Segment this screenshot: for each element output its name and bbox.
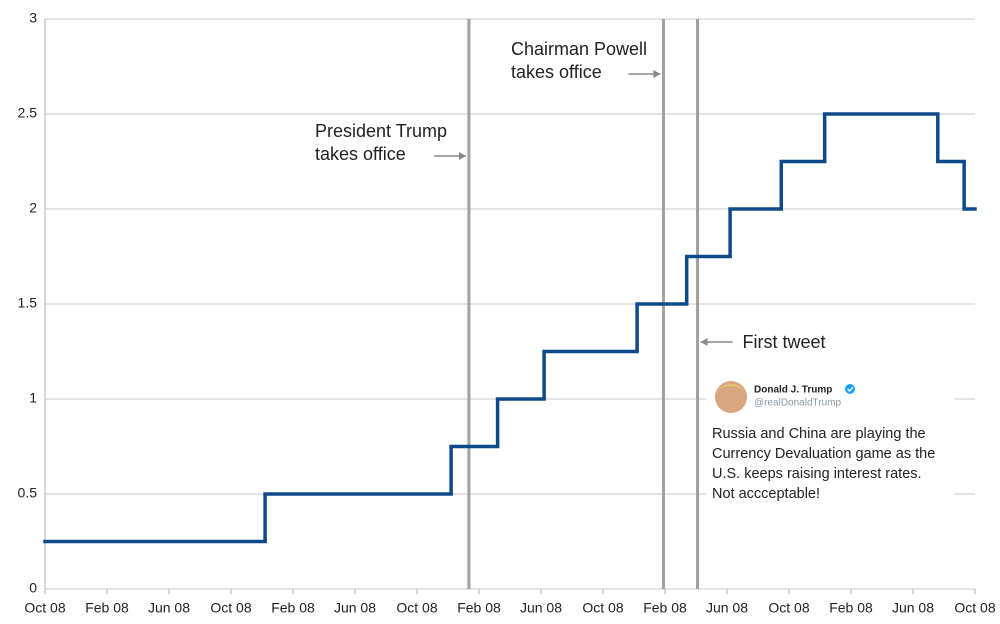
avatar-hair <box>716 384 746 392</box>
y-tick-label: 3 <box>29 10 37 26</box>
tweet-text: Currency Devaluation game as the <box>712 446 935 462</box>
y-tick-label: 1.5 <box>18 295 38 311</box>
annotation-text: First tweet <box>743 332 826 352</box>
y-tick-label: 2.5 <box>18 105 38 121</box>
x-tick-label: Jun 08 <box>148 600 190 616</box>
verified-check <box>847 386 854 392</box>
x-tick-label: Jun 08 <box>520 600 562 616</box>
y-tick-label: 2 <box>29 200 37 216</box>
x-tick-label: Feb 08 <box>829 600 873 616</box>
tweet-text: Russia and China are playing the <box>712 426 926 442</box>
tweet-name: Donald J. Trump <box>754 385 832 396</box>
tweet-handle: @realDonaldTrump <box>754 398 841 409</box>
tweet-text: U.S. keeps raising interest rates. <box>712 466 922 482</box>
annotation-text: Chairman Powell <box>511 39 647 59</box>
y-tick-label: 0 <box>29 580 37 596</box>
avatar <box>715 381 747 413</box>
x-tick-label: Oct 08 <box>768 600 809 616</box>
y-tick-label: 1 <box>29 390 37 406</box>
annotation-text: President Trump <box>315 121 447 141</box>
x-tick-label: Oct 08 <box>210 600 251 616</box>
x-tick-label: Jun 08 <box>706 600 748 616</box>
verified-badge <box>845 384 855 394</box>
y-tick-label: 0.5 <box>18 485 38 501</box>
arrow-head <box>700 338 708 346</box>
annotation-text: takes office <box>315 144 406 164</box>
tweet-card <box>706 374 954 506</box>
x-tick-label: Feb 08 <box>457 600 501 616</box>
x-tick-label: Feb 08 <box>643 600 687 616</box>
x-tick-label: Feb 08 <box>85 600 129 616</box>
arrow-head <box>458 152 466 160</box>
x-tick-label: Oct 08 <box>582 600 623 616</box>
x-tick-label: Jun 08 <box>892 600 934 616</box>
arrow-head <box>653 70 661 78</box>
x-tick-label: Oct 08 <box>954 600 995 616</box>
tweet-text: Not accceptable! <box>712 486 820 502</box>
x-tick-label: Jun 08 <box>334 600 376 616</box>
x-tick-label: Oct 08 <box>24 600 65 616</box>
x-tick-label: Oct 08 <box>396 600 437 616</box>
annotation-text: takes office <box>511 62 602 82</box>
x-tick-label: Feb 08 <box>271 600 315 616</box>
